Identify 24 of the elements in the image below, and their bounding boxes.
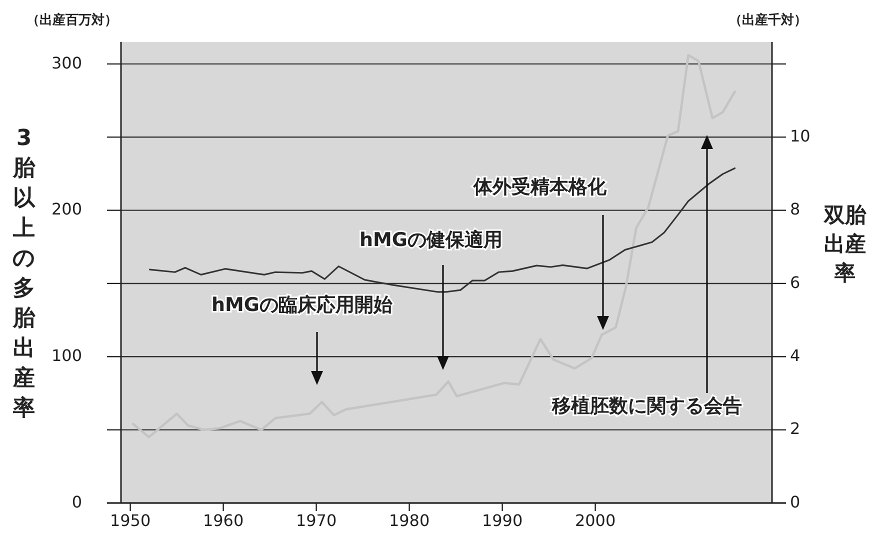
annotation: hMGの健保適用 xyxy=(359,229,503,252)
y2-tick-label: 2 xyxy=(790,419,800,438)
annotation: hMGの臨床応用開始 xyxy=(211,294,394,316)
x-tick-label: 1990 xyxy=(482,511,523,530)
text: （出産千対） xyxy=(729,12,807,28)
y-tick-label: 300 xyxy=(51,53,82,72)
y2-tick-label: 10 xyxy=(790,126,810,146)
y2-axis-title: 双胎出産率 xyxy=(823,203,867,285)
y2-tick-label: 0 xyxy=(790,492,800,512)
y2-tick-label: 8 xyxy=(790,200,800,219)
text: （出産百万対） xyxy=(26,12,118,28)
x-tick-label: 1960 xyxy=(202,511,244,530)
text: 3胎以上の多胎出産率 xyxy=(12,126,36,421)
x-tick-label: 1970 xyxy=(296,511,337,530)
y2-tick-label: 4 xyxy=(790,346,800,366)
annotation: 移植胚数に関する会告 xyxy=(551,395,742,418)
y-tick-label: 100 xyxy=(51,346,82,366)
y-tick-label: 200 xyxy=(51,200,82,219)
x-tick-label: 2000 xyxy=(574,511,616,530)
x-tick-label: 1950 xyxy=(110,511,151,530)
y-tick-label: 0 xyxy=(72,492,82,512)
y2-tick-label: 6 xyxy=(790,272,800,292)
x-tick-label: 1980 xyxy=(388,511,430,530)
annotation: 体外受精本格化 xyxy=(472,176,608,198)
